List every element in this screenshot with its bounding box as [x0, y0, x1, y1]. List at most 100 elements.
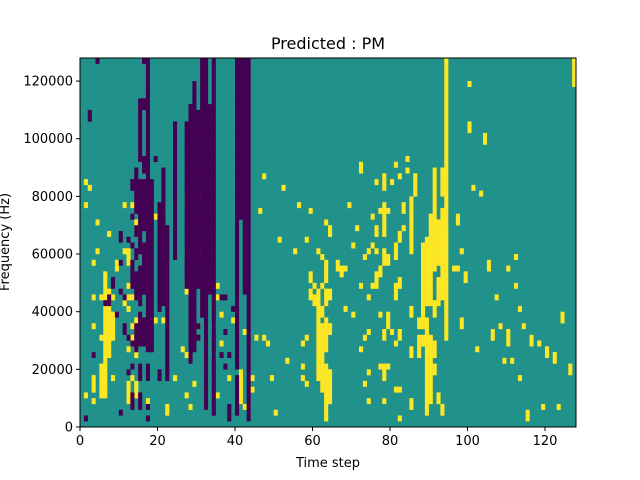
heatmap-cell-high [424, 380, 429, 387]
heatmap-cell-low [188, 288, 193, 295]
y-tick-label: 40000 [32, 305, 73, 320]
heatmap-cell-high [386, 311, 391, 318]
heatmap-cell-high [486, 265, 491, 272]
heatmap-cell-low [235, 375, 240, 382]
heatmap-cell-low [145, 282, 150, 289]
heatmap-cell-high [444, 127, 449, 134]
heatmap-cell-high [444, 242, 449, 249]
heatmap-cell-high [424, 346, 429, 353]
heatmap-cell-low [235, 98, 240, 105]
heatmap-cell-low [211, 398, 216, 405]
heatmap-cell-low [196, 219, 201, 226]
heatmap-cell-low [235, 248, 240, 255]
heatmap-cell-low [207, 109, 212, 116]
heatmap-cell-high [397, 415, 402, 422]
heatmap-cell-high [390, 328, 395, 335]
heatmap-cell-high [467, 81, 472, 88]
heatmap-cell-high [111, 323, 116, 330]
heatmap-cell-low [235, 271, 240, 278]
heatmap-cell-high [382, 363, 387, 370]
heatmap-cell-high [324, 363, 329, 370]
heatmap-cell-low [211, 69, 216, 76]
heatmap-cell-high [378, 207, 383, 214]
heatmap-cell-low [204, 184, 209, 191]
heatmap-cell-high [238, 398, 243, 405]
heatmap-cell-high [382, 207, 387, 214]
heatmap-cell-low [235, 259, 240, 266]
heatmap-cell-low [200, 173, 205, 180]
heatmap-cell-low [184, 230, 189, 237]
heatmap-cell-high [324, 346, 329, 353]
heatmap-cell-high [382, 375, 387, 382]
heatmap-cell-low [118, 236, 123, 243]
heatmap-cell-high [304, 334, 309, 341]
heatmap-cell-low [134, 288, 139, 295]
heatmap-cell-low [204, 357, 209, 364]
heatmap-cell-low [196, 138, 201, 145]
heatmap-cell-high [424, 334, 429, 341]
heatmap-cell-low [165, 265, 170, 272]
heatmap-cell-low [246, 138, 251, 145]
heatmap-cell-low [157, 225, 162, 232]
heatmap-cell-high [238, 369, 243, 376]
heatmap-cell-high [308, 207, 313, 214]
heatmap-cell-high [107, 230, 112, 237]
heatmap-cell-high [99, 369, 104, 376]
heatmap-cell-high [444, 317, 449, 324]
heatmap-cell-high [421, 271, 426, 278]
heatmap-cell-low [196, 202, 201, 209]
heatmap-cell-low [200, 248, 205, 255]
heatmap-cell-low [126, 236, 131, 243]
heatmap-cell-high [393, 282, 398, 289]
heatmap-cell-low [238, 138, 243, 145]
heatmap-cell-high [366, 248, 371, 255]
heatmap-cell-high [432, 179, 437, 186]
heatmap-cell-high [529, 340, 534, 347]
heatmap-cell-high [506, 340, 511, 347]
heatmap-cell-low [138, 225, 143, 232]
heatmap-cell-low [138, 207, 143, 214]
heatmap-cell-high [421, 305, 426, 312]
heatmap-cell-low [188, 236, 193, 243]
heatmap-cell-low [200, 150, 205, 157]
heatmap-cell-low [246, 392, 251, 399]
heatmap-cell-low [173, 167, 178, 174]
heatmap-cell-low [145, 75, 150, 82]
heatmap-cell-low [173, 132, 178, 139]
heatmap-cell-low [149, 282, 154, 289]
heatmap-cell-low [242, 161, 247, 168]
heatmap-cell-low [196, 248, 201, 255]
heatmap-cell-low [118, 288, 123, 295]
heatmap-cell-high [463, 277, 468, 284]
heatmap-cell-low [184, 156, 189, 162]
heatmap-cell-low [204, 98, 209, 105]
heatmap-cell-low [134, 196, 139, 203]
heatmap-cell-high [421, 282, 426, 289]
heatmap-cell-high [401, 202, 406, 209]
heatmap-cell-low [242, 277, 247, 284]
heatmap-cell-low [192, 242, 197, 249]
heatmap-cell-high [111, 328, 116, 335]
heatmap-cell-low [192, 340, 197, 347]
heatmap-cell-high [378, 363, 383, 370]
heatmap-cell-low [149, 277, 154, 284]
heatmap-cell-low [157, 305, 162, 312]
heatmap-cell-high [103, 323, 108, 330]
heatmap-cell-high [568, 363, 573, 370]
heatmap-cell-high [324, 369, 329, 376]
heatmap-cell-low [149, 179, 154, 186]
heatmap-cell-low [211, 334, 216, 341]
heatmap-cell-high [444, 323, 449, 330]
heatmap-cell-low [227, 403, 232, 410]
heatmap-cell-low [188, 127, 193, 134]
heatmap-cell-high [83, 179, 88, 186]
heatmap-cell-high [242, 403, 247, 410]
heatmap-cell-high [444, 288, 449, 295]
heatmap-cell-low [211, 288, 216, 295]
heatmap-cell-low [204, 375, 209, 382]
heatmap-cell-high [444, 173, 449, 180]
heatmap-cell-low [238, 98, 243, 105]
heatmap-cell-low [138, 109, 143, 116]
heatmap-cell-low [204, 207, 209, 214]
heatmap-cell-low [200, 167, 205, 174]
